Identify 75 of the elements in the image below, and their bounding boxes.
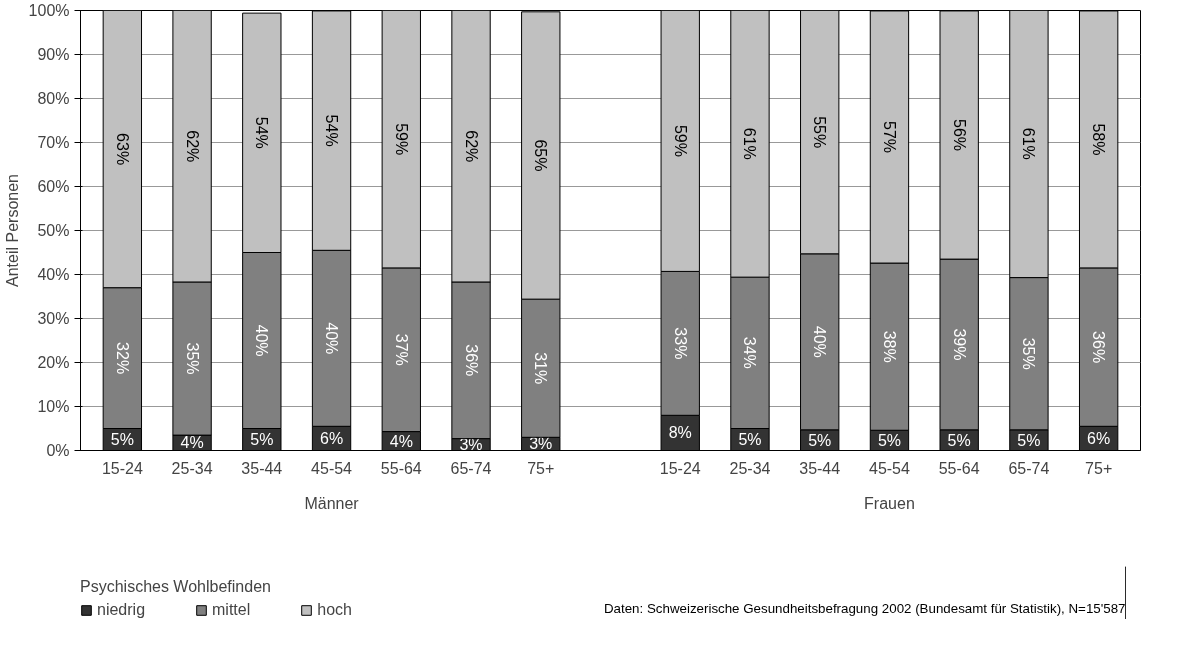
data-label: 36% — [1090, 331, 1108, 364]
data-label: 54% — [323, 114, 341, 147]
x-tick-label: 65-74 — [1008, 459, 1050, 477]
data-label: 38% — [880, 330, 898, 363]
data-label: 39% — [950, 328, 968, 361]
data-label: 35% — [1020, 337, 1038, 370]
data-label: 6% — [319, 429, 344, 447]
data-label: 62% — [462, 130, 480, 163]
x-tick-label: 35-44 — [241, 459, 283, 477]
data-label: 56% — [950, 119, 968, 152]
text: Männer — [304, 494, 360, 512]
data-label: 5% — [250, 431, 274, 448]
y-tick-label: 80% — [37, 90, 70, 107]
y-tick-label: 20% — [37, 354, 70, 371]
data-label: 40% — [323, 322, 341, 355]
x-tick-label: 65-74 — [450, 459, 492, 477]
data-label: 4% — [180, 434, 204, 452]
x-tick-label: 25-34 — [171, 459, 213, 477]
x-tick-label: 55-64 — [380, 459, 422, 477]
data-label: 3% — [459, 436, 483, 454]
data-label: 33% — [671, 327, 689, 360]
data-label: 65% — [532, 139, 550, 172]
x-tick-label: 75+ — [1085, 459, 1113, 477]
legend-title: Psychisches Wohlbefinden — [80, 578, 272, 596]
y-tick-label: 90% — [37, 46, 70, 63]
y-tick-label: 10% — [37, 398, 70, 415]
y-axis-title: Anteil Personen — [3, 174, 21, 287]
x-tick-label: 15-24 — [659, 459, 701, 477]
data-label: 59% — [392, 123, 410, 156]
data-label: 37% — [392, 333, 410, 366]
data-label: 34% — [741, 336, 759, 369]
y-tick-label: 70% — [37, 134, 70, 151]
y-tick-label: 60% — [37, 178, 70, 195]
data-label: 35% — [183, 342, 201, 375]
data-label: 8% — [668, 424, 692, 442]
data-label: 57% — [880, 120, 898, 154]
data-label: 5% — [1017, 431, 1041, 449]
data-label: 3% — [529, 435, 553, 453]
data-label: 62% — [183, 130, 201, 163]
data-label: 40% — [811, 325, 829, 358]
x-tick-label: 75+ — [527, 459, 555, 477]
data-label: 55% — [811, 116, 829, 149]
data-label: 5% — [947, 431, 971, 449]
data-label: 61% — [741, 127, 759, 160]
data-label: 63% — [113, 133, 131, 166]
text: Frauen — [864, 494, 915, 512]
y-tick-label: 50% — [37, 222, 70, 239]
data-label: 5% — [110, 431, 134, 448]
data-label: 61% — [1020, 127, 1038, 160]
y-tick-label: 100% — [28, 2, 70, 19]
x-tick-label: 45-54 — [311, 459, 353, 477]
data-label: 4% — [389, 432, 413, 450]
text: Daten: Schweizerische Gesundheitsbefragung 2002 (Bundesamt für Statistik), N=15'587 — [603, 600, 1126, 616]
data-label: 36% — [462, 344, 480, 377]
data-label: 32% — [113, 342, 131, 375]
data-label: 40% — [253, 324, 271, 357]
y-tick-label: 30% — [37, 310, 70, 327]
legend-label: mittel — [212, 601, 251, 619]
data-label: 5% — [738, 431, 762, 448]
data-label: 58% — [1090, 123, 1108, 156]
y-tick-label: 0% — [46, 442, 70, 459]
x-tick-label: 35-44 — [799, 459, 841, 477]
x-tick-label: 45-54 — [868, 459, 911, 477]
data-label: 5% — [808, 431, 832, 449]
data-label: 6% — [1087, 429, 1111, 447]
data-label: 59% — [671, 124, 689, 157]
y-tick-label: 40% — [37, 266, 70, 283]
legend-label: hoch — [317, 601, 352, 619]
data-label: 31% — [532, 352, 550, 385]
x-tick-label: 55-64 — [938, 459, 980, 477]
legend-label: niedrig — [97, 601, 146, 619]
data-label: 54% — [253, 116, 271, 149]
x-tick-label: 25-34 — [729, 459, 771, 477]
data-label: 5% — [877, 431, 902, 449]
x-tick-label: 15-24 — [101, 459, 143, 477]
